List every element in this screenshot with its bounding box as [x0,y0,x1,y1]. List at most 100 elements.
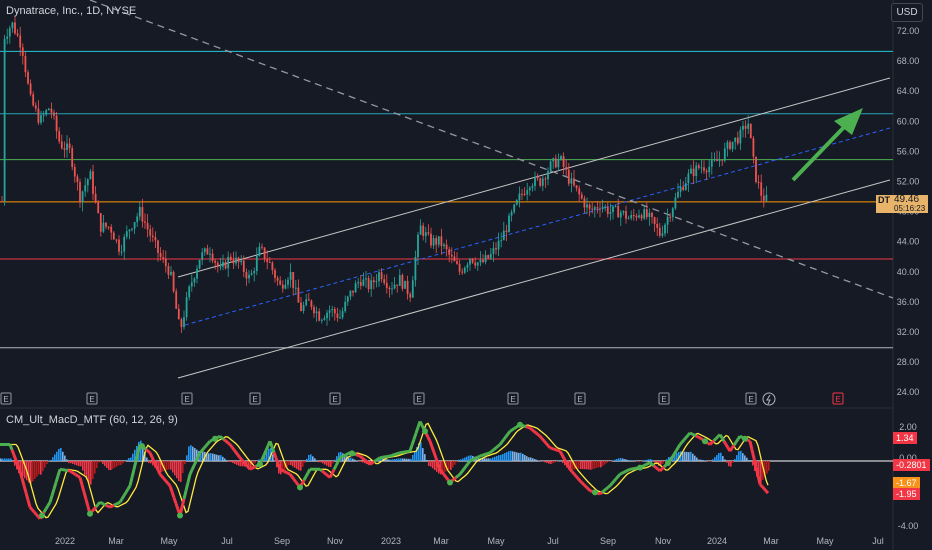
macd-line-segment [531,428,535,433]
currency-button[interactable]: USD [891,3,923,22]
candle-body [34,105,37,109]
time-axis-label: May [487,536,505,546]
candle-body [323,318,326,320]
candle-body [718,159,721,162]
macd-line-segment [46,501,52,507]
macd-cross-dot [39,512,45,519]
histogram-bar [572,461,574,470]
macd-line-segment [697,435,701,440]
macd-line-segment [204,442,210,447]
candle-body [456,261,458,264]
histogram-bar [332,461,334,464]
macd-line-segment [760,485,766,490]
histogram-bar [114,461,116,468]
candle-body [580,194,583,199]
candle-body [331,309,334,311]
macd-line-segment [99,500,103,505]
histogram-bar [180,461,182,482]
candle-body [284,284,287,289]
macd-line-segment [647,461,651,465]
macd-line-segment [288,473,294,478]
candle-body [703,167,705,171]
histogram-bar [10,458,12,461]
candle-body [388,288,391,290]
candle-body [79,181,81,203]
histogram-bar [636,461,638,462]
macd-line-segment [180,498,186,508]
histogram-bar [548,461,550,464]
candle-body [510,212,513,216]
histogram-bar [328,461,330,467]
histogram-bar [522,453,524,461]
candle-body [666,216,669,225]
macd-cross-dot [87,510,93,517]
candle-body [645,209,648,218]
macd-line-segment [497,443,501,448]
histogram-bar [38,461,40,475]
candle-body [50,108,53,113]
macd-line-segment [84,498,90,507]
candle-body [565,166,568,170]
candle-body [370,280,373,290]
candle-body [136,216,139,223]
macd-line-segment [369,461,373,466]
macd-line-segment [568,468,574,473]
candle-body [744,125,747,129]
histogram-bar [208,453,210,461]
macd-line-segment [408,444,414,452]
channel-upper-line [177,77,891,278]
candle-body [190,282,193,287]
macd-line-segment [489,449,493,454]
macd-line-segment [566,464,572,470]
macd-line-segment [440,470,446,476]
macd-line-segment [359,454,363,459]
histogram-bar [350,457,352,461]
histogram-bar [434,461,436,471]
histogram-bar [46,461,48,465]
candle-body [601,207,604,209]
histogram-bar [98,461,100,463]
macd-line-segment [397,451,401,455]
histogram-bar [4,458,6,461]
price-axis-label: 64.00 [897,86,920,96]
time-axis-label: Sep [274,536,290,546]
histogram-bar [172,461,174,473]
histogram-bar [334,459,336,461]
candle-body [131,228,133,230]
macd-line-segment [82,491,88,500]
indicator-axis-label: 0.00 [899,453,917,463]
macd-cross-dot [447,479,453,486]
histogram-bar [570,461,572,471]
candle-body [414,257,417,281]
candle-body [627,218,630,220]
histogram-bar [602,461,604,466]
candle-body [32,94,35,106]
candle-body [6,36,9,39]
histogram-bar [140,440,142,461]
candle-body [625,211,627,219]
histogram-bar [630,460,632,461]
histogram-bar [322,461,324,464]
histogram-bar [70,461,72,464]
macd-line-segment [260,454,266,461]
macd-line-segment [150,456,156,462]
macd-line-segment [345,452,349,457]
macd-line-segment [236,454,242,459]
candle-body [409,294,412,298]
macd-line-segment [708,441,714,446]
macd-line-segment [357,453,361,458]
histogram-bar [164,461,166,471]
macd-line-segment [34,513,40,518]
candle-body [588,204,591,209]
macd-line-segment [172,497,178,505]
candle-body [401,275,404,289]
time-axis-label: Nov [327,536,344,546]
macd-line-segment [393,452,397,457]
histogram-bar [690,451,692,461]
indicator-title[interactable]: CM_Ult_MacD_MTF (60, 12, 26, 9) [6,414,178,426]
candle-body [255,255,258,271]
histogram-bar [330,461,332,468]
candle-body [762,195,765,201]
